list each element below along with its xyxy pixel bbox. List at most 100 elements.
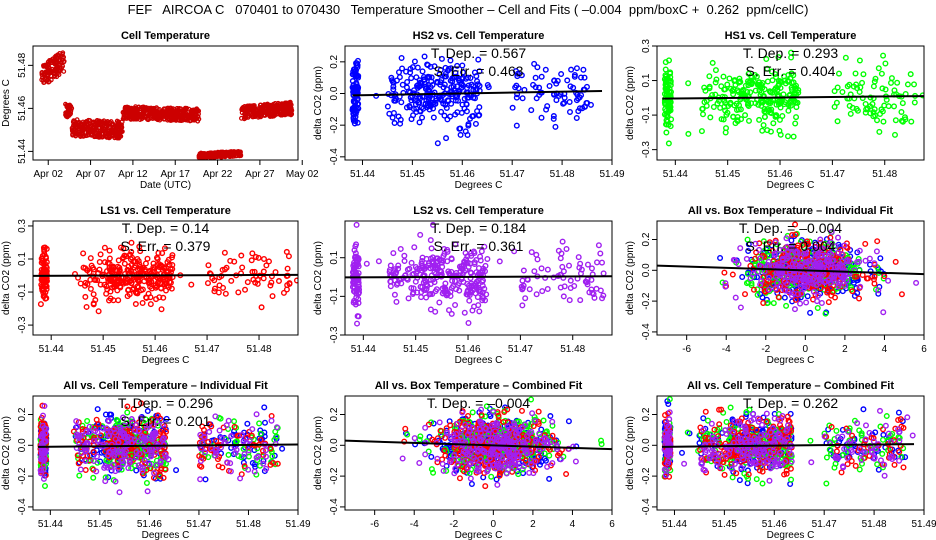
data-point: [353, 108, 360, 115]
data-point: [391, 97, 398, 104]
data-point: [519, 286, 526, 293]
data-point: [600, 270, 607, 277]
data-point: [454, 83, 461, 90]
data-point: [152, 282, 159, 289]
data-point: [121, 252, 128, 259]
data-point: [408, 285, 415, 292]
data-point: [892, 117, 899, 124]
data-point: [764, 261, 771, 268]
data-point: [448, 255, 455, 262]
y-axis-label: Degrees C: [1, 79, 12, 127]
data-point: [750, 286, 757, 293]
data-point: [283, 273, 290, 280]
data-point: [754, 286, 761, 293]
data-point: [134, 115, 140, 121]
data-point: [815, 292, 822, 299]
data-point: [842, 54, 849, 61]
data-point: [745, 247, 752, 254]
data-point: [423, 86, 430, 93]
data-point: [862, 109, 869, 116]
data-point: [567, 83, 574, 90]
data-point: [267, 445, 274, 452]
data-point: [462, 128, 469, 135]
data-point: [352, 70, 359, 77]
data-point: [593, 259, 600, 266]
data-point: [783, 235, 790, 242]
data-point: [747, 275, 754, 282]
data-point: [411, 58, 418, 65]
data-point: [278, 103, 284, 108]
data-point: [242, 107, 248, 113]
data-point: [584, 261, 591, 268]
data-point: [742, 291, 749, 298]
data-point: [139, 299, 146, 306]
data-point: [406, 102, 413, 109]
panel-all-cell-ind: All vs. Cell Temperature – Individual Fi…: [1, 380, 311, 540]
data-point: [802, 248, 809, 255]
data-point: [775, 77, 782, 84]
data-point: [877, 255, 884, 262]
data-point: [240, 459, 247, 466]
data-point: [40, 244, 47, 251]
data-point: [52, 61, 58, 67]
data-point: [205, 438, 212, 445]
data-point: [61, 69, 67, 74]
data-point: [227, 257, 234, 264]
data-point: [662, 66, 669, 73]
data-point: [159, 450, 166, 457]
data-point: [581, 103, 588, 110]
data-point: [452, 111, 459, 118]
data-point: [789, 231, 796, 238]
data-point: [898, 108, 905, 115]
data-point: [779, 112, 786, 119]
data-point: [720, 73, 727, 80]
data-point: [465, 122, 472, 129]
data-point: [775, 294, 782, 301]
data-point: [552, 123, 559, 130]
data-point: [699, 105, 706, 112]
panel-all-box-ind: All vs. Box Temperature – Individual Fit…: [625, 205, 927, 366]
data-point: [743, 255, 750, 262]
data-point: [440, 84, 447, 91]
data-point: [219, 464, 226, 471]
x-tick-label: 51.47: [500, 169, 525, 180]
data-point: [407, 65, 414, 72]
data-point: [250, 276, 257, 283]
data-point: [452, 301, 459, 308]
y-axis-label: delta CO2 (ppm): [625, 241, 636, 315]
data-point: [255, 254, 262, 261]
data-point: [52, 68, 58, 74]
data-point: [544, 103, 551, 110]
data-point: [867, 110, 874, 117]
data-point: [419, 114, 426, 121]
data-point: [559, 263, 566, 270]
fit-line: [657, 264, 924, 276]
data-point: [761, 113, 768, 120]
data-point: [43, 283, 50, 290]
data-point: [825, 299, 832, 306]
data-point: [124, 276, 131, 283]
data-point: [817, 239, 824, 246]
data-point: [519, 302, 526, 309]
x-axis-label: Degrees C: [455, 355, 503, 366]
data-point: [577, 297, 584, 304]
fit-annotation: T. Dep. = 0.293: [743, 45, 839, 61]
data-point: [231, 418, 238, 425]
y-tick-label: 0.1: [641, 73, 652, 87]
data-point: [408, 259, 415, 266]
data-point: [170, 117, 175, 123]
data-point: [248, 257, 255, 264]
plot-area: [345, 221, 612, 327]
plot-frame: [344, 45, 613, 161]
data-point: [457, 125, 464, 132]
data-point: [752, 87, 759, 94]
data-point: [155, 277, 162, 284]
data-point: [142, 260, 149, 267]
data-point: [285, 253, 292, 260]
data-point: [873, 248, 880, 255]
data-point: [761, 105, 768, 112]
data-point: [196, 453, 203, 460]
data-point: [98, 122, 104, 128]
data-point: [188, 281, 195, 288]
